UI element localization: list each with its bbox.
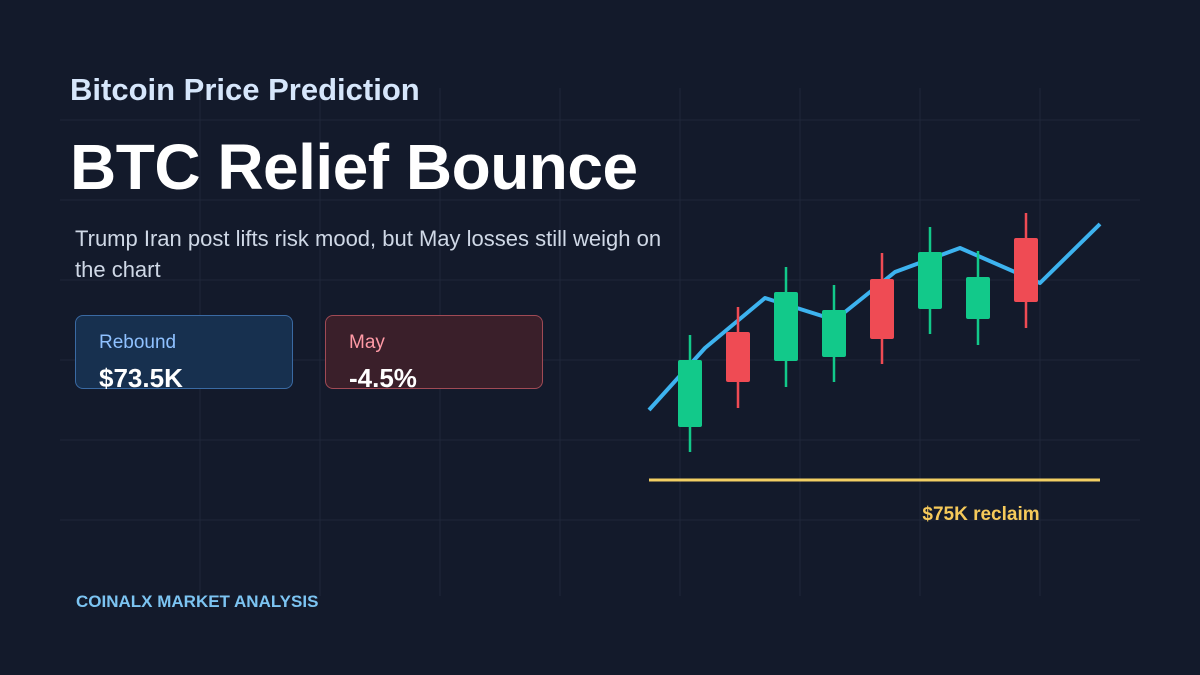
title: BTC Relief Bounce (70, 131, 638, 203)
card-label: May (349, 332, 385, 353)
footer: COINALX MARKET ANALYSIS (76, 592, 319, 611)
card-label: Rebound (99, 332, 177, 353)
card-value: -4.5% (349, 363, 417, 393)
card: Rebound $73.5K (75, 315, 293, 393)
card: May -4.5% (325, 315, 543, 393)
kicker: Bitcoin Price Prediction (70, 72, 420, 107)
annotation: $75K reclaim (922, 504, 1039, 525)
subtitle: Trump Iran post lifts risk mood, but May… (75, 226, 662, 282)
candles (678, 213, 1038, 452)
card-value: $73.5K (99, 363, 183, 393)
